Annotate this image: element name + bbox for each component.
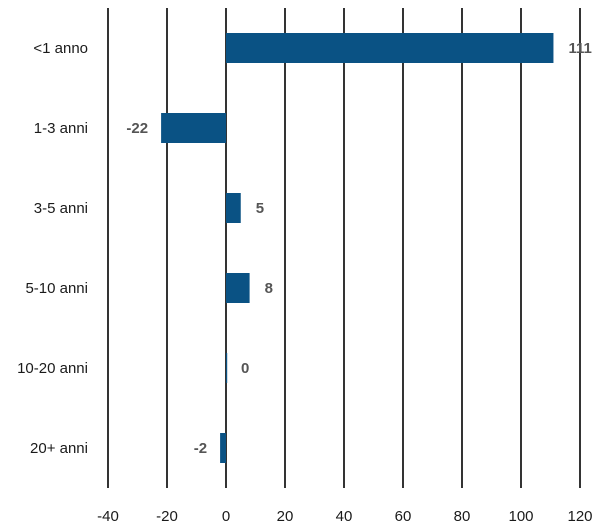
bar	[226, 33, 554, 63]
bar	[220, 433, 226, 463]
bar	[161, 113, 226, 143]
data-label-layer: 111 -22 5 8 0 -2	[126, 40, 591, 457]
data-label: 111	[568, 40, 591, 57]
bar	[226, 193, 241, 223]
category-label: 5-10 anni	[25, 280, 88, 297]
category-label: 20+ anni	[30, 440, 88, 457]
x-tick-label: 40	[336, 508, 353, 525]
category-label: 3-5 anni	[34, 200, 88, 217]
data-label: 8	[265, 280, 273, 297]
x-tick-label: 60	[395, 508, 412, 525]
x-tick-label: 120	[567, 508, 592, 525]
category-label: 1-3 anni	[34, 120, 88, 137]
x-tick-label: 20	[277, 508, 294, 525]
x-tick-label: 0	[222, 508, 230, 525]
data-label: -2	[194, 440, 207, 457]
category-label: 10-20 anni	[17, 360, 88, 377]
data-label: 0	[241, 360, 249, 377]
category-label: <1 anno	[33, 40, 88, 57]
x-tick-label: 80	[454, 508, 471, 525]
data-label: 5	[256, 200, 264, 217]
x-tick-label: -20	[156, 508, 178, 525]
bar	[226, 353, 228, 383]
data-label: -22	[126, 120, 148, 137]
bar-layer	[161, 33, 554, 463]
x-tick-label: -40	[97, 508, 119, 525]
x-tick-label: 100	[508, 508, 533, 525]
bar	[226, 273, 250, 303]
grid-layer	[107, 8, 581, 488]
category-axis: <1 anno 1-3 anni 3-5 anni 5-10 anni 10-20 an…	[17, 40, 88, 457]
value-axis: -40 -20 0 20 40 60 80 100 120	[97, 508, 592, 525]
